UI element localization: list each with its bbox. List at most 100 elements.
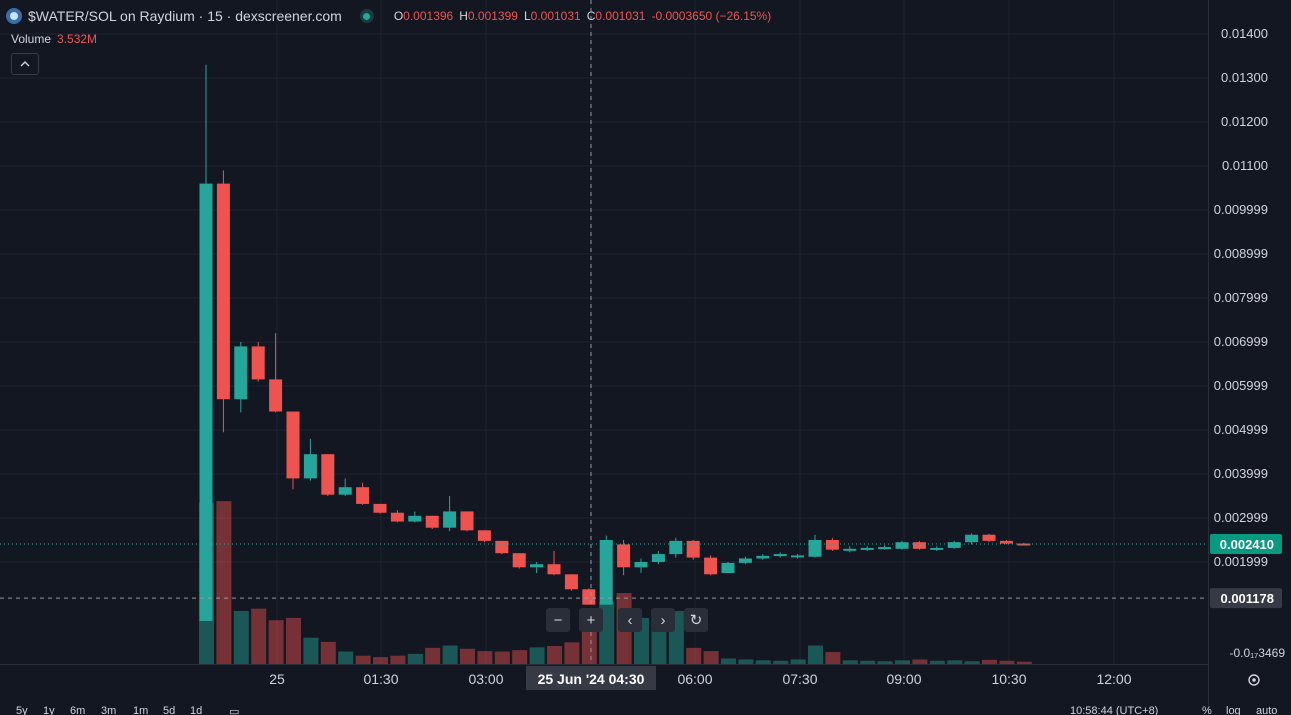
timeframe-3m[interactable]: 3m <box>101 705 117 715</box>
candle-body <box>530 564 544 568</box>
timeframe-1m[interactable]: 1m <box>133 705 149 715</box>
volume-bar <box>303 637 319 664</box>
volume-bar <box>233 610 249 664</box>
y-tick-label: 0.006999 <box>1214 334 1268 349</box>
volume-bar <box>929 660 945 664</box>
timeframe-5d[interactable]: 5d <box>163 705 176 715</box>
y-tick-label: 0.001999 <box>1214 554 1268 569</box>
candle-body <box>199 183 213 621</box>
candle-body <box>303 454 317 479</box>
y-tick-label: 0.008999 <box>1214 246 1268 261</box>
collapse-legend-button[interactable] <box>11 53 39 75</box>
volume-bar <box>338 651 354 664</box>
volume-bar <box>790 659 806 664</box>
timeframe-1y[interactable]: 1y <box>43 705 55 715</box>
volume-bar <box>825 652 841 664</box>
candle-body <box>895 542 909 549</box>
volume-bar <box>982 659 997 664</box>
volume-bar <box>425 647 441 664</box>
ohlc-low-value: 0.001031 <box>530 9 581 23</box>
zoom-out-button[interactable]: − <box>546 608 570 632</box>
y-tick-label: 0.01300 <box>1221 70 1268 85</box>
crosshair-time-badge-bg <box>526 666 656 690</box>
volume-bar <box>842 660 858 664</box>
ohlc-open-value: 0.001396 <box>403 9 454 23</box>
volume-bar <box>216 501 232 664</box>
crosshair-price-badge: 0.001178 <box>1210 588 1282 609</box>
ohlc-readout: O0.001396 H0.001399 L0.001031 C0.001031 … <box>394 9 771 23</box>
volume-bar <box>1016 661 1032 664</box>
candle-body <box>704 557 718 575</box>
scroll-left-button[interactable]: ‹ <box>618 608 642 632</box>
minus-icon: − <box>553 611 563 629</box>
candle-body <box>808 540 822 557</box>
candle-body <box>773 554 787 557</box>
last-price-label: 0.002410 <box>1220 537 1274 552</box>
candle-body <box>965 534 979 543</box>
candle-body <box>756 555 770 559</box>
volume-bar <box>442 645 458 664</box>
volume-bar <box>721 658 736 664</box>
zoom-in-button[interactable]: + <box>579 608 603 632</box>
volume-bar <box>581 628 597 664</box>
live-status-icon <box>359 9 374 23</box>
candle-body <box>878 547 892 550</box>
volume-bar <box>895 660 910 664</box>
candle-body <box>982 534 996 541</box>
volume-bar <box>877 661 893 664</box>
ohlc-low-key: L <box>523 9 531 23</box>
calendar-icon[interactable]: ▭ <box>229 706 240 715</box>
candle-body <box>582 589 596 605</box>
ohlc-close-key: C <box>586 9 596 23</box>
auto-toggle[interactable]: auto <box>1256 705 1278 715</box>
chart-title: $WATER/SOL on Raydium · 15 · dexscreener… <box>28 8 342 24</box>
volume-bar <box>547 646 562 664</box>
candle-body <box>947 542 961 548</box>
volume-bar <box>460 648 475 664</box>
x-tick-label: 25 <box>269 671 285 687</box>
candle-body <box>738 558 752 563</box>
candle-body <box>251 346 265 380</box>
x-tick-label: 01:30 <box>363 671 398 687</box>
candle-body <box>321 454 335 495</box>
candle-body <box>564 574 578 590</box>
candle-body <box>860 547 874 550</box>
x-tick-label: 06:00 <box>677 671 712 687</box>
percent-toggle[interactable]: % <box>1202 705 1212 715</box>
volume-bar <box>268 620 284 664</box>
y-tick-label: 0.01100 <box>1222 158 1268 173</box>
scroll-right-button[interactable]: › <box>651 608 675 632</box>
candle-body <box>443 511 457 528</box>
candle-body <box>338 487 352 495</box>
timeframe-1d[interactable]: 1d <box>190 705 203 715</box>
candle-body <box>477 530 491 541</box>
chevron-up-icon <box>20 61 30 67</box>
log-toggle[interactable]: log <box>1226 705 1241 715</box>
y-tick-label-bottom: -0.0₁₇3469 <box>1229 646 1285 660</box>
x-tick-label: 07:30 <box>782 671 817 687</box>
volume-bar <box>477 651 493 664</box>
candle-body <box>269 379 283 412</box>
gear-icon <box>1248 674 1260 686</box>
candle-body <box>651 554 665 562</box>
chart-settings-button[interactable] <box>1245 671 1263 689</box>
y-tick-label: 0.01400 <box>1221 26 1268 41</box>
timeframe-5y[interactable]: 5y <box>16 705 28 715</box>
candle-body <box>617 544 631 568</box>
volume-bar <box>773 660 789 664</box>
y-tick-label: 0.004999 <box>1214 422 1268 437</box>
candle-body <box>912 542 926 549</box>
reset-chart-button[interactable]: ↻ <box>684 608 708 632</box>
y-tick-label: 0.003999 <box>1214 466 1268 481</box>
candle-body <box>634 562 648 568</box>
candle-body <box>373 503 387 513</box>
volume-bar <box>529 647 545 664</box>
candle-body <box>1017 543 1031 546</box>
token-logo-icon <box>6 8 22 24</box>
timeframe-6m[interactable]: 6m <box>70 705 86 715</box>
utc-clock: 10:58:44 (UTC+8) <box>1070 705 1159 715</box>
ohlc-close-value: 0.001031 <box>595 9 646 23</box>
candle-body <box>286 411 300 479</box>
